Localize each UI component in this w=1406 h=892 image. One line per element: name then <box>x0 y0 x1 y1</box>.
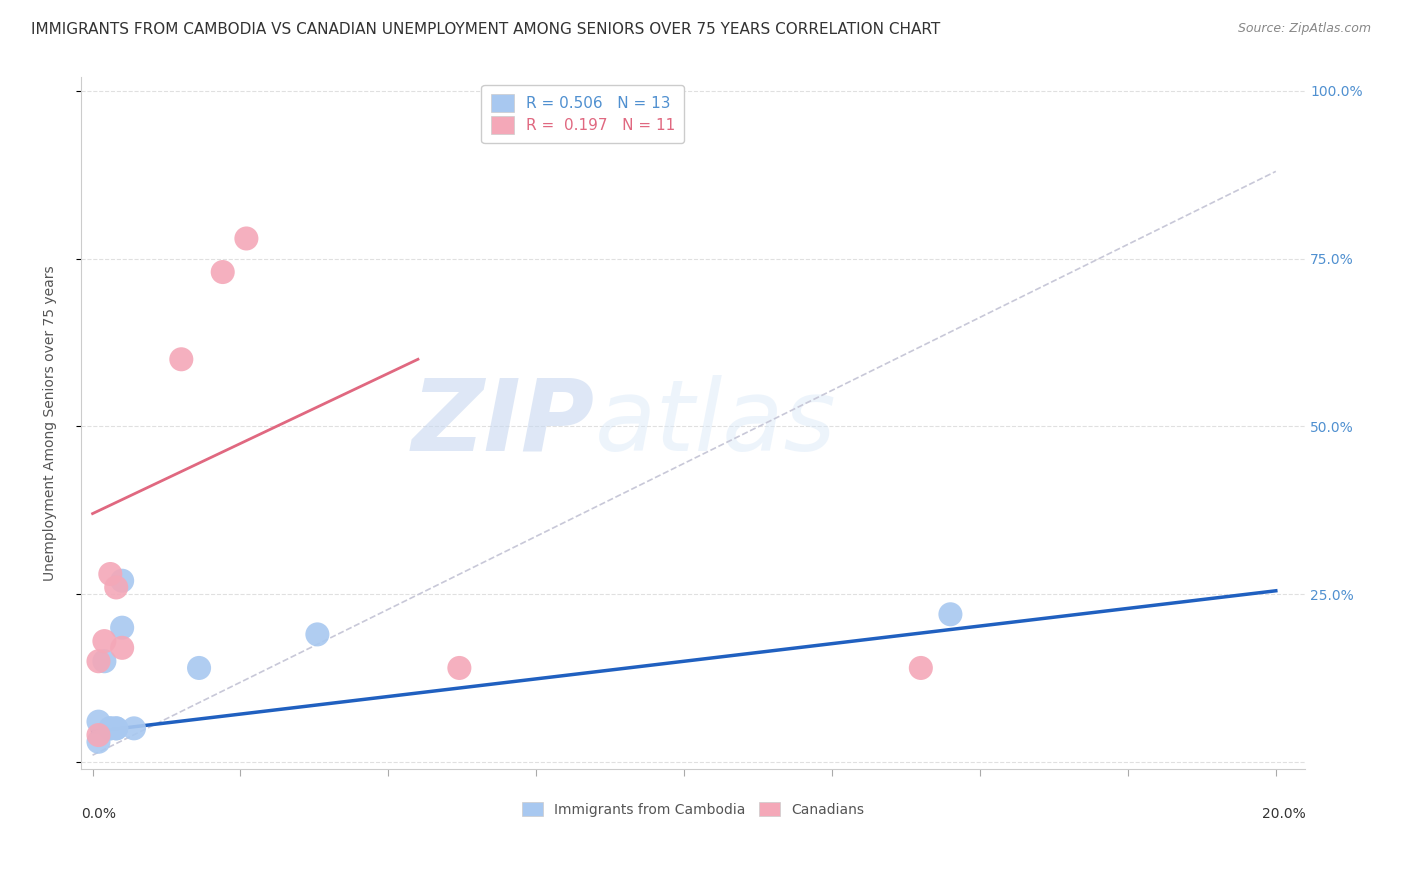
Point <box>87 728 110 742</box>
Text: 20.0%: 20.0% <box>1261 806 1305 821</box>
Text: 0.0%: 0.0% <box>80 806 115 821</box>
Point <box>235 231 257 245</box>
Point <box>449 661 471 675</box>
Point <box>307 627 329 641</box>
Point <box>87 654 110 668</box>
Legend: Immigrants from Cambodia, Canadians: Immigrants from Cambodia, Canadians <box>515 795 872 824</box>
Point <box>105 722 128 736</box>
Point <box>98 567 121 582</box>
Point <box>910 661 932 675</box>
Point <box>105 581 128 595</box>
Text: ZIP: ZIP <box>412 375 595 472</box>
Text: IMMIGRANTS FROM CAMBODIA VS CANADIAN UNEMPLOYMENT AMONG SENIORS OVER 75 YEARS CO: IMMIGRANTS FROM CAMBODIA VS CANADIAN UNE… <box>31 22 941 37</box>
Point <box>93 654 115 668</box>
Point <box>170 352 193 367</box>
Text: Source: ZipAtlas.com: Source: ZipAtlas.com <box>1237 22 1371 36</box>
Point <box>939 607 962 622</box>
Point <box>111 574 134 588</box>
Point <box>105 722 128 736</box>
Text: atlas: atlas <box>595 375 837 472</box>
Point <box>111 640 134 655</box>
Y-axis label: Unemployment Among Seniors over 75 years: Unemployment Among Seniors over 75 years <box>44 265 58 581</box>
Point <box>98 722 121 736</box>
Point <box>111 621 134 635</box>
Point <box>211 265 233 279</box>
Point <box>98 722 121 736</box>
Point <box>87 735 110 749</box>
Point <box>93 634 115 648</box>
Point <box>122 722 145 736</box>
Point <box>87 714 110 729</box>
Point <box>188 661 211 675</box>
